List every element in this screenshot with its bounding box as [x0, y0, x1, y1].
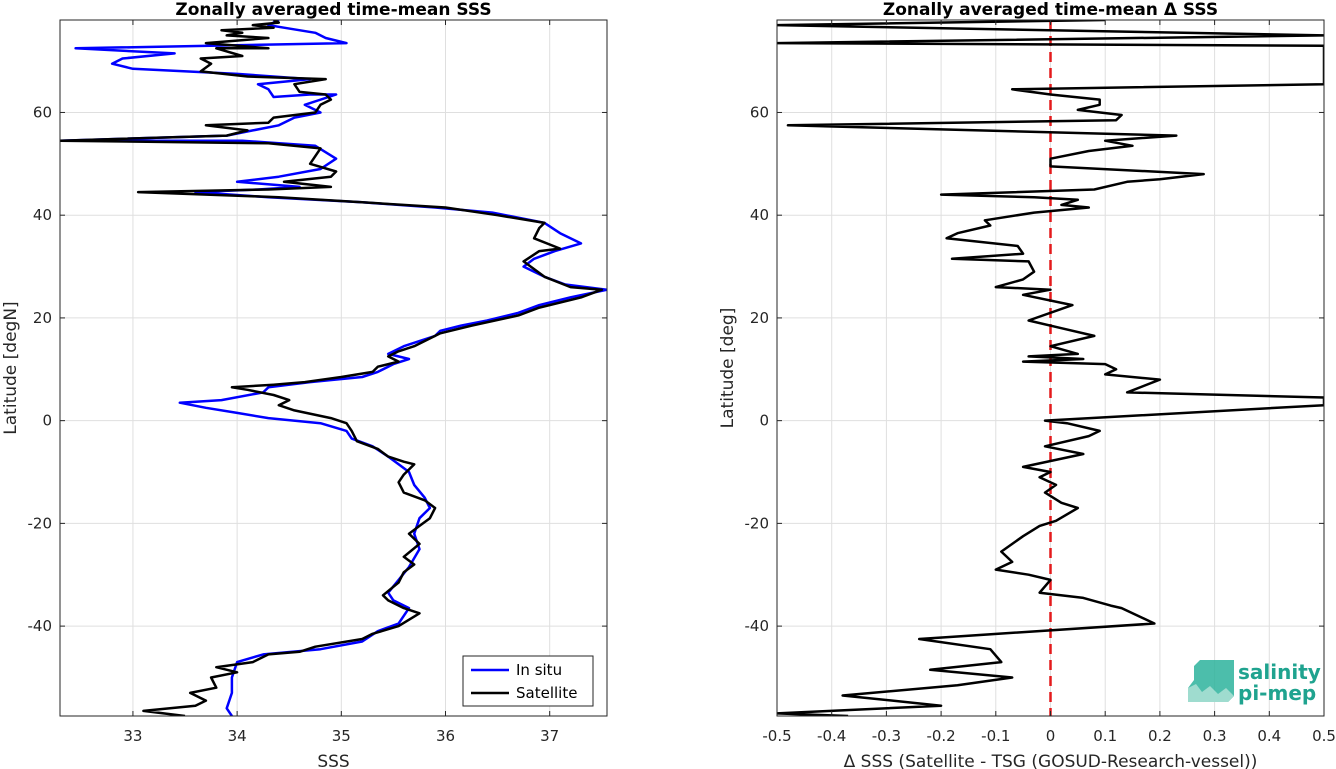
sss-x-tick-label: 35	[332, 727, 351, 745]
delta-sss-x-tick-label: -0.5	[762, 727, 791, 745]
delta-sss-chart-title: Zonally averaged time-mean Δ SSS	[883, 0, 1218, 20]
sss-y-tick-label: 0	[42, 412, 52, 430]
delta-sss-grid	[776, 20, 1325, 716]
delta-sss-x-tick-label: -0.4	[817, 727, 846, 745]
sss-chart-title: Zonally averaged time-mean SSS	[175, 0, 491, 20]
sss-y-tick-label: 60	[33, 103, 52, 121]
sss-axes-frame	[59, 19, 608, 717]
legend-label-satellite: Satellite	[516, 684, 577, 702]
sss-y-axis-label: Latitude [degN]	[1, 301, 21, 434]
delta-sss-y-tick-label: 40	[750, 206, 769, 224]
delta-sss-y-tick-label: 0	[759, 412, 769, 430]
delta-sss-y-tick-label: 20	[750, 309, 769, 327]
delta-sss-ticks: -0.5 -0.4 -0.3 -0.2 -0.1 0 0.1 0.2 0.3 0.4 0.5 -40 -…	[745, 20, 1336, 745]
legend-label-in-situ: In situ	[516, 661, 562, 679]
delta-sss-series-line-difference	[777, 20, 1324, 716]
delta-sss-x-tick-label: 0.5	[1312, 727, 1336, 745]
delta-sss-y-tick-label: -20	[745, 514, 770, 532]
delta-sss-x-tick-label: 0.3	[1203, 727, 1227, 745]
delta-sss-x-tick-label: -0.2	[926, 727, 955, 745]
delta-sss-y-tick-label: -40	[745, 617, 770, 635]
sss-panel: 33 34 35 36 37 -40 -20 0 20 40 60 Zonally averaged…	[1, 0, 608, 769]
delta-sss-x-tick-label: -0.1	[981, 727, 1010, 745]
sss-y-tick-label: 40	[33, 206, 52, 224]
delta-sss-x-tick-label: 0.4	[1257, 727, 1281, 745]
sss-x-tick-label: 36	[436, 727, 455, 745]
delta-sss-x-tick-label: 0.2	[1148, 727, 1172, 745]
delta-sss-y-axis-label: Latitude [deg]	[718, 308, 738, 429]
sss-y-tick-label: -20	[28, 514, 53, 532]
logo-wave-mark-shade	[1188, 684, 1234, 702]
logo-text-salinity: salinity	[1238, 660, 1321, 684]
sss-ticks: 33 34 35 36 37 -40 -20 0 20 40 60	[28, 20, 607, 745]
sss-grid	[60, 20, 607, 716]
delta-sss-x-tick-label: 0.1	[1093, 727, 1117, 745]
sss-x-axis-label: SSS	[317, 752, 349, 769]
sss-x-tick-label: 37	[540, 727, 559, 745]
sss-series	[60, 20, 607, 716]
salinity-pi-mep-logo: salinity pi-mep	[1188, 660, 1321, 705]
delta-sss-series	[777, 20, 1324, 716]
delta-sss-panel: -0.5 -0.4 -0.3 -0.2 -0.1 0 0.1 0.2 0.3 0.4 0.5 -40 -…	[718, 0, 1336, 769]
delta-sss-x-tick-label: 0	[1046, 727, 1056, 745]
sss-legend: In situ Satellite	[462, 655, 594, 707]
sss-x-tick-label: 33	[123, 727, 142, 745]
sss-y-tick-label: -40	[28, 617, 53, 635]
sss-y-tick-label: 20	[33, 309, 52, 327]
delta-sss-x-tick-label: -0.3	[872, 727, 901, 745]
sss-x-tick-label: 34	[228, 727, 247, 745]
delta-sss-y-tick-label: 60	[750, 103, 769, 121]
sss-series-line-in-situ	[60, 20, 607, 716]
legend-box	[462, 655, 594, 707]
delta-sss-x-axis-label: Δ SSS (Satellite - TSG (GOSUD-Research-v…	[844, 752, 1258, 769]
logo-text-pi-mep: pi-mep	[1238, 681, 1316, 705]
sss-series-line-satellite	[60, 20, 604, 716]
sss-plot-area	[60, 20, 607, 716]
